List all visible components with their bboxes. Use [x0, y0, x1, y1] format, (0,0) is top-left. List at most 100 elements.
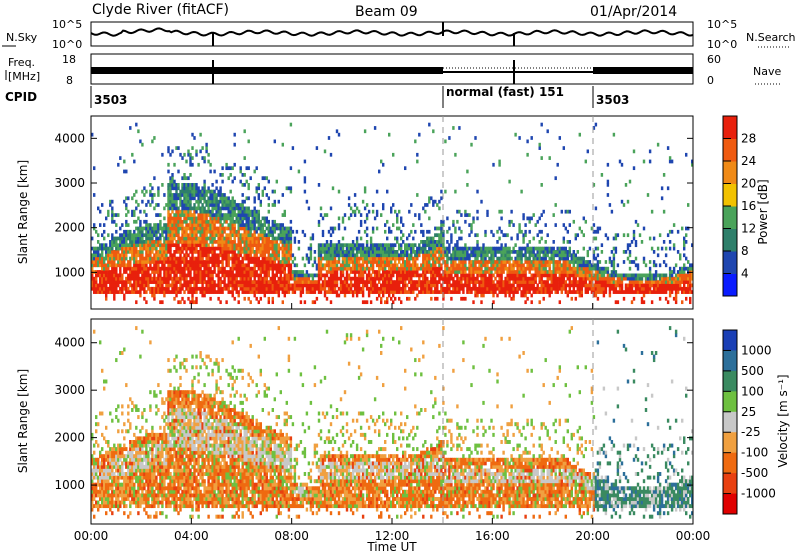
power-cell	[157, 243, 160, 248]
power-cell	[335, 270, 339, 274]
power-cell	[536, 266, 539, 271]
power-cell	[333, 253, 337, 258]
power-cell	[371, 276, 375, 281]
power-cell	[508, 290, 511, 294]
power-cell	[606, 283, 610, 288]
power-cell	[123, 263, 126, 268]
power-cell	[598, 290, 602, 294]
power-cell	[203, 280, 206, 284]
power-cell	[329, 260, 333, 264]
power-cell	[592, 236, 596, 241]
power-cell	[476, 240, 479, 244]
power-cell	[341, 280, 345, 284]
power-cell	[169, 223, 172, 227]
power-cell	[313, 260, 317, 264]
power-cell	[331, 250, 335, 254]
power-cell	[267, 209, 271, 214]
power-cell	[570, 273, 574, 278]
power-cell	[183, 260, 186, 264]
power-cell	[167, 233, 170, 238]
power-cell	[367, 293, 371, 298]
power-cell	[540, 283, 543, 288]
power-cell	[307, 260, 311, 264]
power-cell	[506, 266, 509, 271]
power-cell	[235, 213, 238, 217]
power-cell	[572, 266, 576, 271]
power-cell	[229, 216, 232, 221]
power-cell	[233, 256, 236, 261]
power-cell	[576, 280, 580, 284]
power-cell	[263, 290, 267, 294]
power-cell	[107, 260, 110, 264]
power-cell	[183, 176, 186, 181]
power-cell	[380, 250, 383, 254]
power-cell	[241, 263, 244, 268]
power-cell	[470, 223, 473, 227]
power-cell	[446, 246, 449, 251]
power-cell	[159, 213, 162, 217]
power-cell	[578, 260, 582, 264]
power-cell	[271, 283, 275, 288]
power-cell	[357, 250, 361, 254]
power-cell	[343, 256, 347, 261]
power-cell	[107, 256, 110, 261]
power-cell	[221, 173, 224, 177]
power-cell	[484, 256, 487, 261]
power-cell	[167, 283, 170, 288]
power-cell	[253, 253, 256, 258]
power-cell	[394, 250, 397, 254]
power-cell	[113, 236, 116, 241]
power-cell	[129, 233, 132, 238]
power-cell	[167, 209, 170, 214]
power-cell	[231, 223, 234, 227]
power-cell	[203, 189, 206, 194]
power-cell	[382, 290, 385, 294]
power-cell	[388, 276, 391, 281]
power-cell	[249, 233, 252, 238]
power-cell	[191, 229, 194, 234]
power-cell	[347, 246, 351, 251]
power-cell	[414, 213, 417, 217]
power-cell	[233, 296, 236, 301]
power-cell	[402, 276, 405, 281]
power-cell	[329, 280, 333, 284]
power-cell	[203, 196, 206, 201]
power-cell	[568, 223, 572, 227]
power-cell	[608, 283, 612, 288]
power-cell	[273, 199, 277, 204]
power-cell	[558, 266, 562, 271]
power-cell	[143, 243, 146, 248]
power-cell	[239, 286, 242, 291]
power-cell	[378, 260, 381, 264]
power-cell	[267, 273, 271, 278]
power-cell	[388, 260, 391, 264]
power-cell	[125, 219, 128, 224]
power-cell	[117, 256, 120, 261]
power-cell	[408, 266, 411, 271]
power-cell	[205, 263, 208, 268]
power-cell	[474, 293, 477, 298]
power-cell	[343, 266, 347, 271]
power-cell	[392, 293, 395, 298]
power-cell	[616, 276, 620, 281]
power-cell	[424, 273, 427, 278]
power-cell	[223, 203, 226, 207]
power-cell	[93, 290, 96, 294]
power-cell	[167, 219, 170, 224]
power-cell	[464, 283, 467, 288]
power-cell	[127, 209, 130, 214]
power-cell	[179, 199, 182, 204]
power-cell	[484, 246, 487, 251]
power-cell	[622, 290, 626, 294]
power-cell	[568, 260, 572, 264]
power-cell	[109, 286, 112, 291]
power-cell	[345, 263, 349, 268]
power-cell	[321, 216, 325, 221]
power-cell	[546, 270, 549, 274]
power-cell	[398, 246, 401, 251]
power-cell	[410, 246, 413, 251]
power-cell	[197, 253, 200, 258]
power-cell	[133, 286, 136, 291]
power-cell	[203, 260, 206, 264]
power-cell	[277, 283, 281, 288]
